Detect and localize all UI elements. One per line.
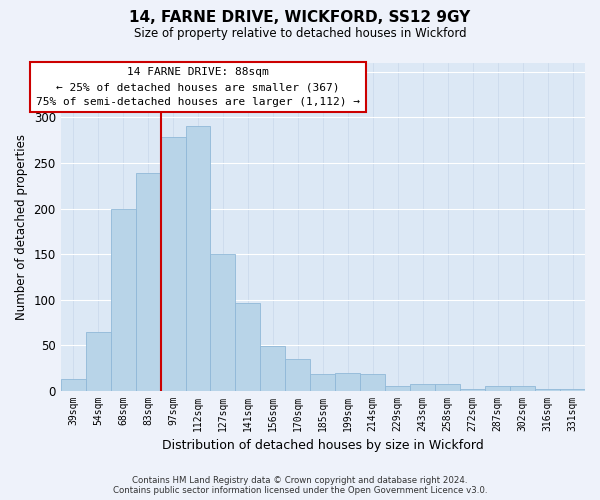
Bar (485, 386, 510, 391)
Text: Contains HM Land Registry data © Crown copyright and database right 2024.
Contai: Contains HM Land Registry data © Crown c… (113, 476, 487, 495)
Bar (335, 373, 360, 391)
Text: 14, FARNE DRIVE, WICKFORD, SS12 9GY: 14, FARNE DRIVE, WICKFORD, SS12 9GY (130, 10, 470, 25)
X-axis label: Distribution of detached houses by size in Wickford: Distribution of detached houses by size … (162, 440, 484, 452)
Bar (61, 379, 86, 391)
Text: 14 FARNE DRIVE: 88sqm
← 25% of detached houses are smaller (367)
75% of semi-det: 14 FARNE DRIVE: 88sqm ← 25% of detached … (36, 68, 360, 107)
Bar (435, 384, 460, 391)
Bar (86, 332, 110, 391)
Bar (286, 359, 310, 391)
Bar (535, 389, 560, 391)
Bar (185, 126, 211, 391)
Bar (460, 389, 485, 391)
Bar (385, 386, 410, 391)
Bar (260, 346, 286, 391)
Bar (211, 254, 235, 391)
Y-axis label: Number of detached properties: Number of detached properties (15, 134, 28, 320)
Bar (235, 302, 260, 391)
Bar (410, 384, 435, 391)
Bar (560, 389, 585, 391)
Bar (110, 208, 136, 391)
Bar (136, 173, 161, 391)
Bar (510, 386, 535, 391)
Text: Size of property relative to detached houses in Wickford: Size of property relative to detached ho… (134, 28, 466, 40)
Bar (310, 374, 335, 391)
Bar (161, 138, 185, 391)
Bar (360, 374, 385, 391)
